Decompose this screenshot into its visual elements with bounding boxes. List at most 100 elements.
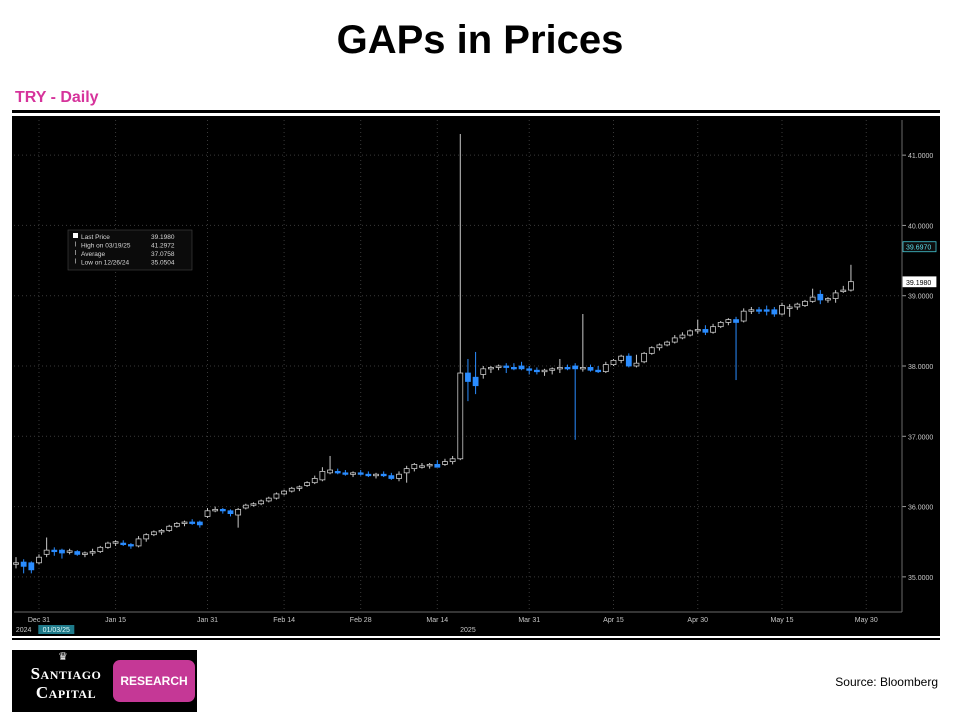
- candle-body: [97, 546, 104, 552]
- candle: [488, 366, 494, 374]
- candle: [357, 470, 364, 476]
- candle-body: [403, 468, 410, 474]
- candle-body: [786, 306, 793, 309]
- candle: [250, 502, 257, 507]
- candle: [82, 551, 88, 558]
- candle: [832, 290, 839, 303]
- caption-rule: [12, 110, 940, 113]
- candle: [150, 530, 157, 537]
- candle-body: [587, 367, 594, 371]
- candle-body: [235, 508, 242, 516]
- candle-body: [832, 292, 839, 299]
- legend-label: Average: [81, 251, 105, 258]
- candle: [449, 455, 456, 465]
- candle: [419, 462, 425, 469]
- candle: [196, 520, 203, 528]
- candle: [549, 367, 556, 375]
- candle-body: [541, 369, 548, 373]
- candle: [472, 351, 479, 395]
- candle-body: [748, 309, 755, 312]
- axes: 35.0000 36.0000 37.0000 38.0000 39.0000 40.00…: [14, 120, 937, 634]
- y-tick-label: 36.0000: [908, 505, 933, 512]
- candle: [641, 351, 648, 364]
- y-tick-label: 41.0000: [908, 153, 933, 160]
- candle-body: [419, 465, 425, 468]
- candle: [219, 507, 226, 514]
- candle-body: [120, 542, 127, 546]
- candle-body: [488, 367, 494, 370]
- candle: [51, 547, 58, 556]
- candle: [227, 509, 234, 517]
- candle: [66, 548, 73, 555]
- candle: [610, 358, 617, 366]
- x-tick-label: May 15: [771, 617, 794, 624]
- candle-body: [288, 487, 295, 492]
- y-tick-label: 40.0000: [908, 223, 933, 230]
- candle: [602, 361, 609, 374]
- candle-body: [556, 367, 563, 370]
- candle: [510, 363, 517, 371]
- candle-body: [219, 508, 226, 512]
- candle: [43, 537, 50, 558]
- x-tick-label: Dec 31: [28, 617, 50, 624]
- candle-body: [595, 369, 602, 373]
- candle: [128, 543, 134, 549]
- candle-body: [150, 531, 157, 536]
- candle: [112, 540, 119, 546]
- candle: [97, 545, 104, 553]
- candle: [794, 302, 801, 310]
- x-tick-label: Apr 30: [687, 617, 708, 624]
- candle: [725, 318, 732, 326]
- candle: [388, 472, 395, 480]
- candle-body: [733, 319, 739, 323]
- candle: [380, 471, 387, 478]
- candlestick-chart: 35.0000 36.0000 37.0000 38.0000 39.0000 40.00…: [12, 116, 940, 636]
- candle: [656, 343, 663, 351]
- candle: [189, 519, 196, 525]
- candle: [13, 557, 19, 569]
- candle: [625, 353, 632, 368]
- candle: [334, 468, 341, 475]
- candle: [181, 520, 188, 527]
- candle-body: [334, 471, 341, 474]
- chart-caption: TRY - Daily: [15, 89, 99, 106]
- y-tick-label: 38.0000: [908, 364, 933, 371]
- candle: [74, 550, 81, 556]
- candle: [319, 467, 326, 482]
- candle: [204, 507, 211, 518]
- candle-body: [258, 500, 265, 505]
- candle: [403, 465, 410, 483]
- candle-body: [794, 303, 801, 308]
- candle-body: [572, 365, 579, 370]
- candle-body: [273, 493, 280, 499]
- candle: [848, 264, 854, 292]
- x-tick-label: Jan 31: [197, 617, 218, 624]
- candle-body: [112, 541, 119, 544]
- candle-body: [564, 367, 571, 370]
- candle-body: [472, 376, 479, 387]
- candle-body: [694, 329, 701, 332]
- candle: [495, 364, 502, 371]
- candle-body: [227, 510, 234, 515]
- candle: [166, 524, 173, 532]
- x-tick-label: May 30: [855, 617, 878, 624]
- x-tick-label: Mar 31: [518, 617, 540, 624]
- date-marker-label: 01/03/25: [43, 627, 70, 634]
- candle-body: [510, 367, 517, 370]
- candle: [518, 361, 525, 371]
- candle: [756, 306, 762, 314]
- year-label: 2024: [16, 627, 32, 634]
- candle-body: [166, 525, 173, 531]
- x-tick-label: Feb 14: [273, 617, 295, 624]
- candle-body: [66, 550, 73, 553]
- candle-body: [365, 473, 372, 477]
- candle-body: [51, 549, 58, 553]
- footer-rule: [12, 638, 940, 640]
- candle-body: [664, 341, 670, 346]
- year-label: 2025: [460, 627, 476, 634]
- candle: [702, 325, 709, 336]
- candle: [779, 302, 785, 316]
- candle: [664, 340, 670, 347]
- candle-body: [212, 508, 219, 512]
- logo-line-1: Santiago: [30, 664, 102, 683]
